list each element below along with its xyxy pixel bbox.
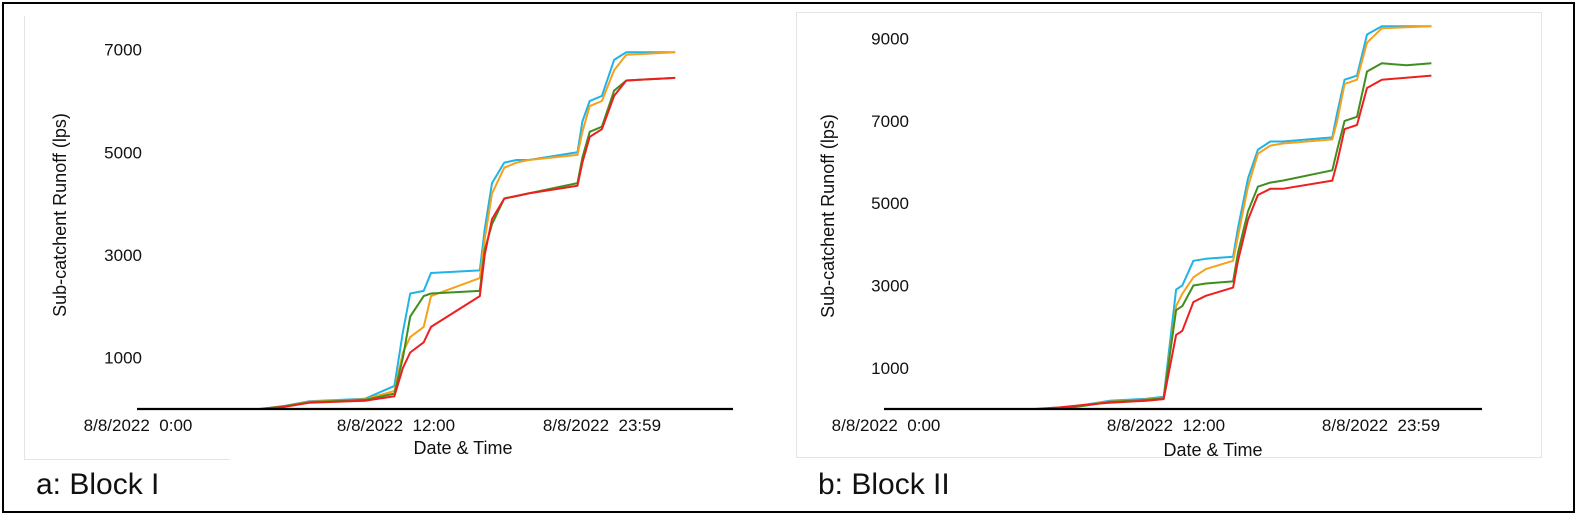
series-line-3 (886, 62, 1432, 410)
y-tick-label: 1000 (104, 349, 142, 368)
y-tick-label: 7000 (104, 41, 142, 60)
y-tick-label: 5000 (104, 143, 142, 162)
y-axis-title: Sub-catchent Runoff (lps) (50, 113, 70, 317)
x-axis-title: Date & Time (413, 438, 512, 458)
y-tick-label: 9000 (871, 30, 909, 49)
series-line-2 (886, 25, 1432, 410)
y-axis-title: Sub-catchent Runoff (lps) (818, 114, 838, 318)
chart-panel-b: 1000 3000 5000 7000 9000 8/8/2022 0:00 8/8/202… (818, 25, 1482, 460)
panel-a-caption: a: Block I (36, 468, 160, 501)
series-line-1 (138, 51, 676, 410)
x-tick-label: 8/8/2022 12:00 (1107, 416, 1225, 435)
x-tick-label: 8/8/2022 0:00 (832, 416, 941, 435)
series-line-1 (886, 25, 1432, 410)
y-tick-label: 3000 (104, 246, 142, 265)
series-line-4 (138, 76, 676, 410)
series-line-2 (138, 51, 676, 410)
panel-b-caption: b: Block II (818, 468, 950, 501)
x-tick-label: 8/8/2022 0:00 (84, 416, 193, 435)
chart-panel-a: 1000 3000 5000 7000 8/8/2022 0:00 8/8/2022 12… (50, 41, 733, 458)
x-tick-label: 8/8/2022 23:59 (1322, 416, 1440, 435)
y-tick-label: 7000 (871, 112, 909, 131)
x-axis-title: Date & Time (1163, 440, 1262, 460)
x-tick-label: 8/8/2022 23:59 (543, 416, 661, 435)
x-tick-label: 8/8/2022 12:00 (337, 416, 455, 435)
y-tick-label: 3000 (871, 277, 909, 296)
series-line-4 (886, 74, 1432, 410)
y-tick-label: 1000 (871, 359, 909, 378)
y-tick-label: 5000 (871, 194, 909, 213)
